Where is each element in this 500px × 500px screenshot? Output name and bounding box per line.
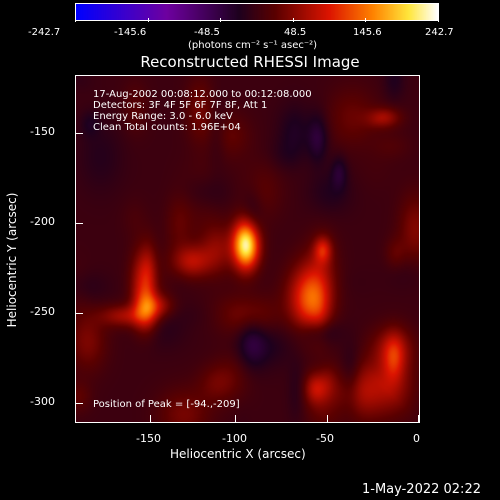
image-plot: 17-Aug-2002 00:08:12.000 to 00:12:08.000…: [75, 75, 420, 423]
colorbar-tick: [365, 18, 367, 22]
x-tick-label: -100: [222, 432, 247, 445]
colorbar-tick-label: -48.5: [194, 27, 220, 38]
colorbar-tick-label: 145.6: [353, 27, 382, 38]
timestamp: 1-May-2022 02:22: [362, 482, 481, 497]
colorbar-tick-label: 242.7: [425, 27, 454, 38]
info-line-detectors: Detectors: 3F 4F 5F 6F 7F 8F, Att 1: [93, 100, 268, 111]
colorbar-tick-label: -145.6: [114, 27, 147, 38]
y-tick-label: -200: [30, 215, 55, 228]
y-tick: [76, 133, 83, 134]
x-tick-label: -150: [136, 432, 161, 445]
y-tick: [76, 223, 83, 224]
x-tick: [418, 415, 419, 422]
colorbar-tick: [292, 18, 294, 22]
colorbar-units: (photons cm⁻² s⁻¹ asec⁻²): [188, 40, 318, 51]
x-axis-label: Heliocentric X (arcsec): [170, 447, 306, 461]
info-line-counts: Clean Total counts: 1.96E+04: [93, 122, 241, 133]
colorbar: [75, 3, 439, 21]
y-tick-label: -300: [30, 395, 55, 408]
colorbar-tick-label: 48.5: [284, 27, 307, 38]
colorbar-tick: [438, 18, 439, 22]
y-tick: [76, 313, 83, 314]
x-tick-label: -50: [316, 432, 334, 445]
y-tick-label: -150: [30, 125, 55, 138]
x-tick: [150, 415, 151, 422]
y-tick-label: -250: [30, 305, 55, 318]
y-axis-label: Heliocentric Y (arcsec): [5, 192, 19, 328]
x-tick: [327, 415, 328, 422]
x-tick-label: 0: [413, 432, 420, 445]
colorbar-tick-label: -242.7: [28, 27, 61, 38]
info-line-energy: Energy Range: 3.0 - 6.0 keV: [93, 111, 233, 122]
peak-position-label: Position of Peak = [-94.,-209]: [93, 399, 240, 410]
y-tick: [76, 403, 83, 404]
colorbar-tick: [75, 18, 76, 22]
info-line-time: 17-Aug-2002 00:08:12.000 to 00:12:08.000: [93, 89, 312, 100]
plot-title: Reconstructed RHESSI Image: [140, 53, 360, 71]
colorbar-tick: [147, 18, 149, 22]
x-tick: [235, 415, 236, 422]
rhessi-image: [76, 76, 419, 422]
colorbar-tick: [220, 18, 222, 22]
